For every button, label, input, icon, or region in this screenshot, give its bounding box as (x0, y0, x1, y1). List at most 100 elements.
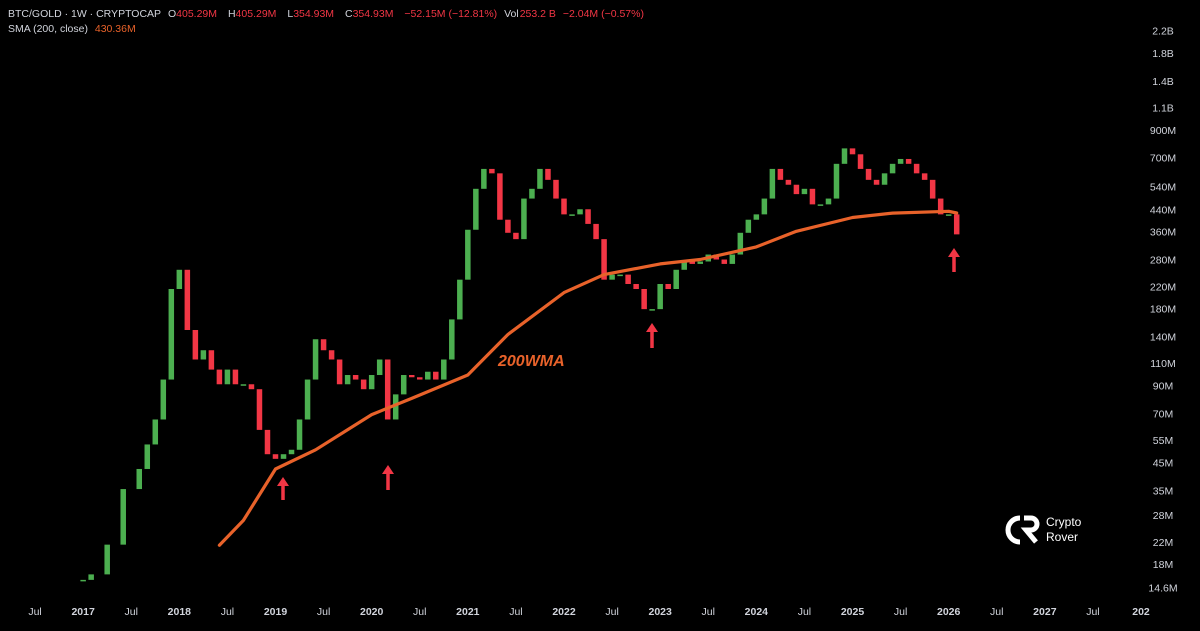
candle (264, 429, 271, 455)
candle (408, 375, 415, 378)
ohlc-label: O (167, 8, 177, 20)
candle (104, 544, 110, 575)
x-tick-label: 2018 (168, 606, 192, 618)
y-tick-label: 18M (1153, 559, 1173, 571)
candle (216, 369, 223, 385)
watermark: Crypto (1046, 515, 1082, 529)
volume: 253.2 B (519, 8, 556, 20)
candle (312, 339, 319, 380)
x-tick-label: 2021 (456, 606, 480, 618)
x-tick-label: Jul (28, 606, 41, 618)
candle (304, 379, 311, 420)
y-tick-label: 140M (1150, 331, 1176, 343)
candle (665, 283, 671, 289)
candle (336, 359, 343, 385)
candle (849, 148, 856, 155)
indicator: SMA (200, close) (8, 23, 88, 35)
candle (136, 468, 143, 490)
y-tick-label: 540M (1150, 182, 1176, 194)
candle (761, 198, 768, 215)
candle (641, 288, 647, 310)
y-tick-label: 280M (1150, 254, 1176, 266)
y-tick-label: 35M (1153, 485, 1173, 497)
sma-line (217, 209, 959, 547)
candle (545, 168, 551, 180)
ohlc-label: L (287, 8, 294, 20)
candle (160, 379, 167, 420)
candle (801, 188, 808, 195)
ohlc: H405.29M (228, 8, 280, 20)
candle (601, 239, 607, 280)
ohlc-value: 354.93M (293, 8, 335, 20)
candle (793, 184, 800, 195)
candle (168, 288, 175, 380)
candle (240, 384, 247, 386)
candle (681, 261, 687, 270)
y-tick-label: 220M (1150, 281, 1176, 293)
candle (328, 350, 335, 360)
candle (737, 232, 744, 255)
candle (465, 229, 471, 280)
candle (256, 389, 263, 430)
candle (288, 449, 295, 455)
candle (897, 158, 904, 164)
y-tick-label: 22M (1153, 537, 1173, 549)
candle (400, 375, 407, 395)
candle (521, 198, 527, 240)
x-tick-label: Jul (990, 606, 1003, 618)
x-tick-label: 2017 (71, 606, 95, 618)
candle (777, 168, 784, 180)
logo (1005, 515, 1040, 545)
ohlc-value: 405.29M (235, 8, 277, 20)
x-tick-label: Jul (221, 606, 234, 618)
y-tick-label: 55M (1153, 435, 1173, 447)
candle (817, 204, 824, 206)
candle (929, 179, 936, 199)
candle (384, 359, 391, 420)
candle (905, 158, 912, 164)
x-tick-label: 2024 (745, 606, 769, 618)
candle (473, 188, 479, 230)
arrow (382, 465, 394, 490)
candle (657, 283, 663, 310)
candle (937, 198, 944, 215)
candle (352, 375, 359, 380)
candle (753, 214, 760, 220)
y-tick-label: 70M (1153, 408, 1173, 420)
x-tick-label: Jul (413, 606, 426, 618)
change: −52.15M (−12.81%) (404, 8, 498, 20)
candle (441, 359, 447, 380)
candle (809, 188, 816, 205)
candle (529, 188, 535, 199)
x-tick-label: Jul (894, 606, 907, 618)
candle (296, 419, 303, 450)
y-tick-label: 1.4B (1152, 76, 1174, 88)
candle (857, 154, 864, 169)
candle (825, 198, 832, 205)
candle (833, 163, 840, 199)
ohlc-label: H (227, 8, 236, 20)
candle (881, 173, 888, 185)
candle (953, 214, 960, 235)
candle (673, 269, 679, 289)
candle (617, 274, 623, 277)
candle (505, 219, 511, 233)
candle (457, 279, 463, 320)
candle (80, 579, 86, 582)
candle (873, 179, 880, 185)
candle (232, 369, 239, 385)
x-tick-label: 2022 (552, 606, 576, 618)
candle (785, 179, 792, 185)
candle (489, 168, 495, 174)
candle (433, 371, 439, 380)
candle (192, 329, 199, 360)
y-tick-label: 45M (1153, 457, 1173, 469)
y-tick-label: 1.1B (1152, 103, 1174, 115)
candle (841, 148, 848, 164)
candle (481, 168, 487, 189)
y-tick-label: 1.8B (1152, 48, 1174, 60)
indicator-value: 430.36M (94, 23, 136, 35)
candle (745, 219, 752, 233)
watermark: Rover (1046, 530, 1078, 544)
